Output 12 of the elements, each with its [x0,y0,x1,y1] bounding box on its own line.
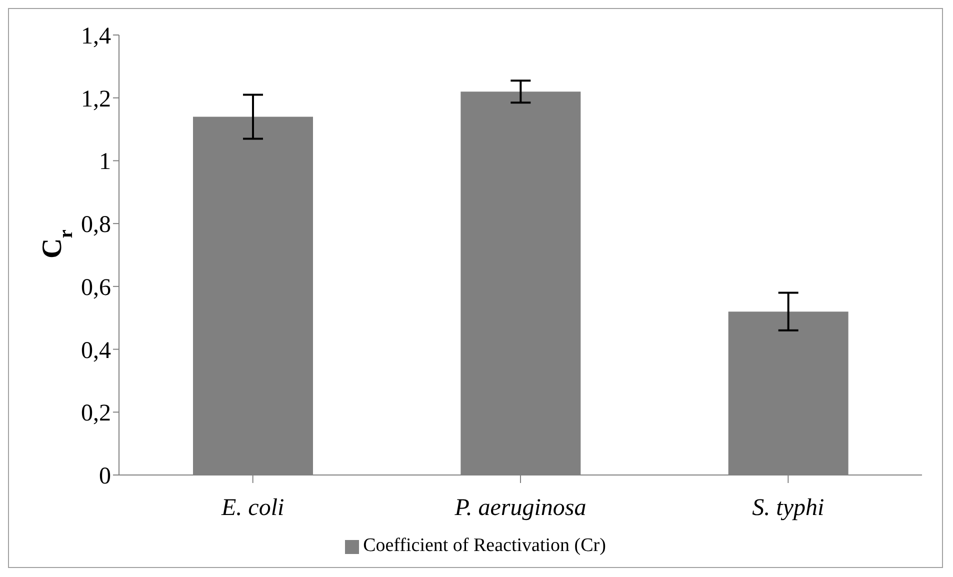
x-tick-label: S. typhi [752,495,824,521]
y-tick-label: 1,2 [81,86,111,112]
y-tick-label: 1,4 [81,24,111,50]
y-tick-label: 0,4 [81,338,111,364]
y-tick-label: 0 [99,464,111,490]
y-tick-label: 0,2 [81,400,111,427]
x-tick-label: E. coli [220,495,284,521]
y-tick-label: 0,8 [81,212,111,238]
x-tick-label: P. aeruginosa [454,495,586,521]
y-tick-label: 0,6 [81,274,111,301]
y-tick-label: 1 [99,149,111,176]
legend-label: Coefficient of Reactivation (Cr) [363,535,606,556]
